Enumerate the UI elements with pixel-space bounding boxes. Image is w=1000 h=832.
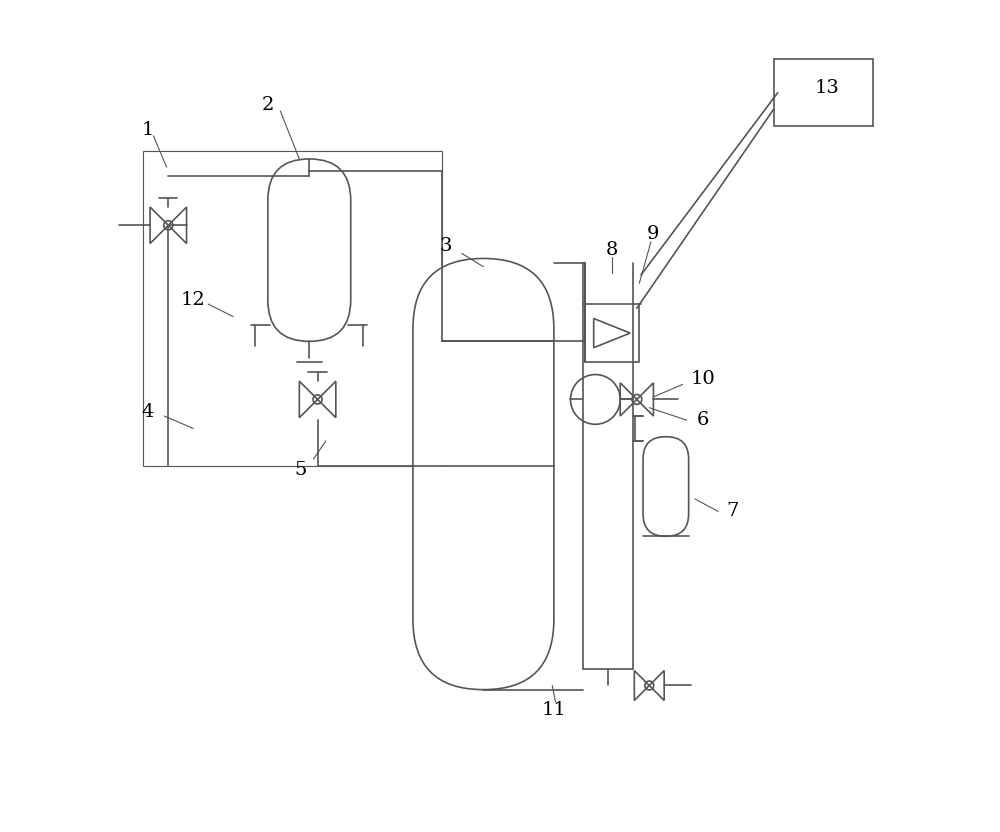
Text: 4: 4 — [141, 403, 154, 421]
Text: 8: 8 — [606, 241, 618, 259]
FancyBboxPatch shape — [268, 159, 351, 341]
Text: 7: 7 — [726, 503, 738, 520]
FancyBboxPatch shape — [413, 259, 554, 690]
Bar — [585, 304, 639, 362]
Text: 5: 5 — [295, 461, 307, 479]
Bar — [774, 59, 873, 126]
Text: 9: 9 — [647, 225, 660, 243]
Text: 1: 1 — [141, 121, 154, 139]
Text: 13: 13 — [815, 80, 840, 97]
Text: 10: 10 — [691, 369, 716, 388]
Text: 2: 2 — [262, 96, 274, 114]
Text: 11: 11 — [542, 701, 566, 720]
Text: 3: 3 — [440, 237, 452, 255]
Text: 6: 6 — [697, 411, 709, 429]
Text: 12: 12 — [181, 291, 206, 309]
Bar — [143, 151, 442, 466]
FancyBboxPatch shape — [643, 437, 689, 537]
